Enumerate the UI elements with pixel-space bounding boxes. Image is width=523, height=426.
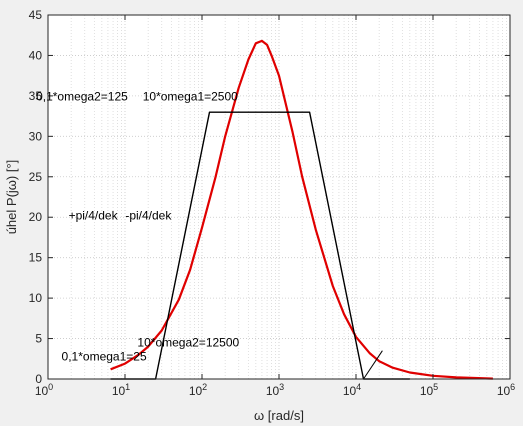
- y-tick-label: 40: [29, 48, 43, 62]
- y-tick-label: 45: [29, 8, 43, 22]
- x-tick-label: 104: [343, 382, 361, 398]
- y-tick-label: 25: [29, 170, 43, 184]
- y-tick-label: 30: [29, 129, 43, 143]
- annotation-text: 10*omega2=12500: [137, 336, 239, 350]
- annotation-text: 10*omega1=2500: [143, 90, 238, 104]
- y-tick-label: 10: [29, 291, 43, 305]
- x-tick-label: 102: [189, 382, 207, 398]
- y-tick-label: 0: [35, 372, 42, 386]
- annotations: 0,1*omega2=125 10*omega1=2500 +pi/4/dek -pi…: [36, 90, 239, 364]
- y-tick-label: 15: [29, 251, 43, 265]
- y-tick-label: 5: [35, 332, 42, 346]
- annotation-text: 0,1*omega1=25: [62, 349, 147, 363]
- y-tick-labels: 0 5 10 15 20 25 30 35 40 45: [29, 8, 43, 386]
- x-tick-label: 101: [112, 382, 130, 398]
- x-tick-label: 100: [35, 382, 53, 398]
- minor-grid: [70, 15, 507, 379]
- y-tick-label: 20: [29, 210, 43, 224]
- x-tick-label: 105: [420, 382, 438, 398]
- x-tick-labels: 100 101 102 103 104 105 106: [35, 382, 515, 398]
- x-tick-label: 106: [497, 382, 515, 398]
- annotation-text: 0,1*omega2=125: [36, 90, 128, 104]
- series-line-1: [110, 39, 493, 380]
- annotation-text: +pi/4/dek: [69, 209, 119, 223]
- y-axis-label: úhel P(jω) [°]: [4, 160, 19, 235]
- series-line-3: [363, 350, 383, 380]
- tick-marks: [47, 14, 511, 380]
- annotation-text: -pi/4/dek: [125, 209, 172, 223]
- x-axis-label: ω [rad/s]: [254, 408, 304, 423]
- x-tick-label: 103: [266, 382, 284, 398]
- y-tick-label: 35: [29, 89, 43, 103]
